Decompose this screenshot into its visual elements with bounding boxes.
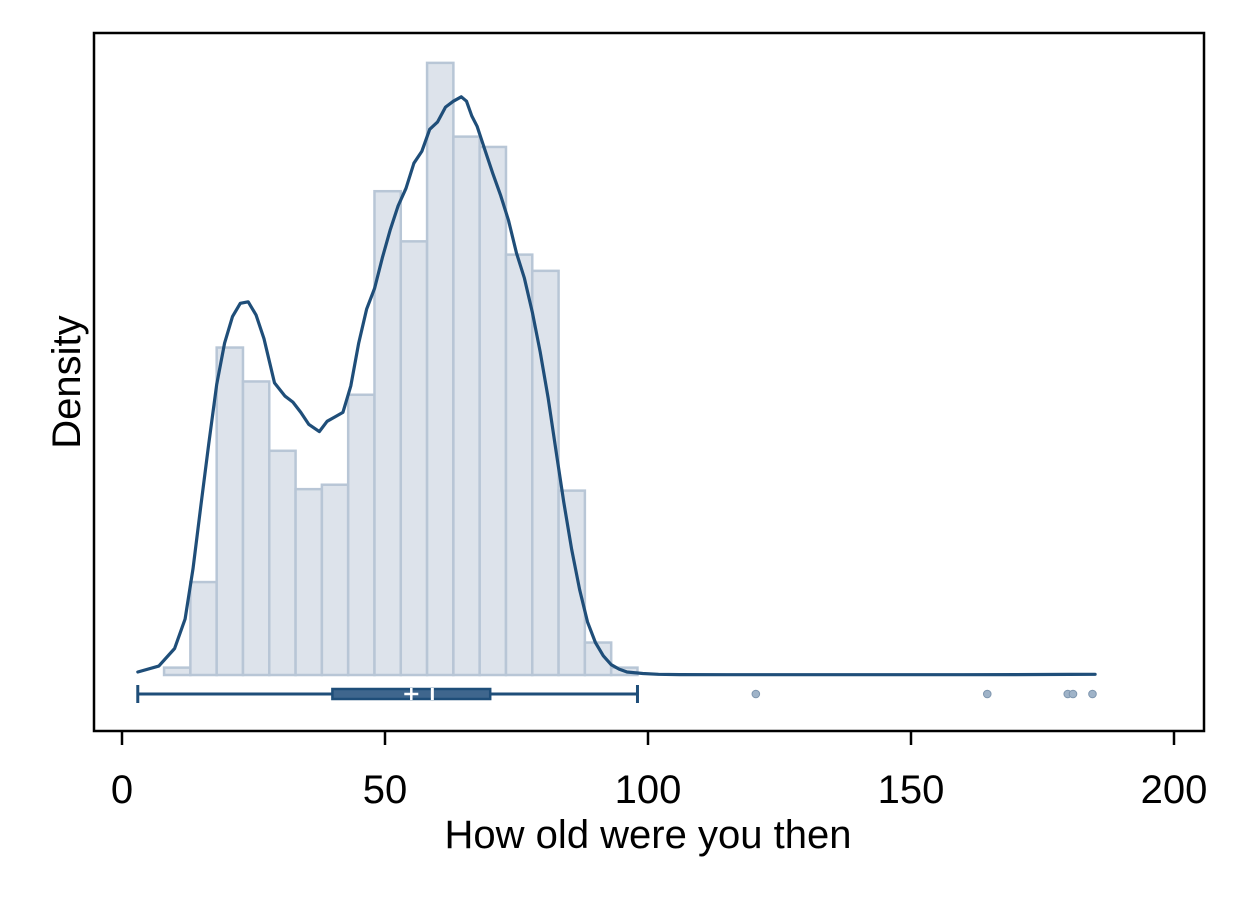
histogram-bar xyxy=(346,393,376,677)
histogram-bar xyxy=(504,253,534,677)
histogram-bar xyxy=(320,483,350,677)
x-tick-label: 150 xyxy=(878,768,945,812)
y-axis-title: Density xyxy=(45,315,89,448)
x-axis-title: How old were you then xyxy=(445,813,852,857)
x-axis: 0 50 100 150 200 xyxy=(111,731,1208,812)
histogram-bar xyxy=(452,135,481,677)
histogram-bar xyxy=(531,269,560,677)
outlier-point xyxy=(1068,689,1078,699)
outlier-point xyxy=(1088,689,1097,699)
x-tick-label: 0 xyxy=(111,768,133,812)
histogram-bar xyxy=(425,61,455,677)
histogram-bar xyxy=(215,346,245,677)
histogram-bar xyxy=(478,145,508,677)
histogram-bar xyxy=(268,449,297,677)
x-tick-label: 100 xyxy=(615,768,682,812)
histogram-bar xyxy=(162,666,192,677)
outlier-point xyxy=(751,689,761,699)
density-curve xyxy=(136,95,1097,677)
histogram-bar xyxy=(557,489,587,677)
x-tick-label: 50 xyxy=(363,768,408,812)
histogram-bar xyxy=(373,189,403,677)
outlier-point xyxy=(982,689,992,699)
histogram-bar xyxy=(189,580,218,677)
density-curve-layer xyxy=(136,95,1097,677)
histogram-bar xyxy=(241,380,271,677)
x-tick-label: 200 xyxy=(1141,768,1208,812)
boxplot-layer xyxy=(136,685,1097,703)
histogram-bar xyxy=(399,240,429,677)
histogram-bar xyxy=(294,487,324,677)
histogram-bars xyxy=(162,61,639,677)
